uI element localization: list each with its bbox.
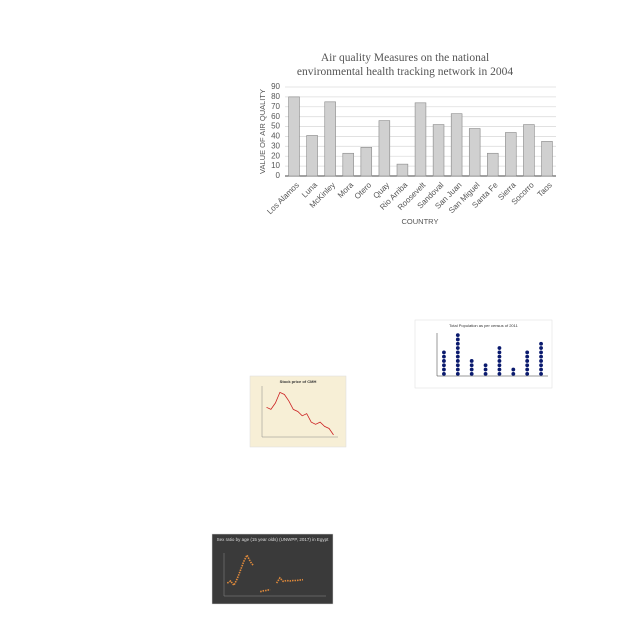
dot [525,371,530,376]
dot [497,363,502,368]
dot [539,346,543,350]
chart: Stock price of CMH [249,375,347,448]
y-tick-label: 30 [271,141,280,150]
dot [469,359,474,363]
dot [525,350,530,355]
dot [539,367,543,372]
dot [455,333,460,338]
chart: Sex ratio by age (15 year olds) (UNWPP, … [211,533,334,605]
dot [442,350,446,355]
bar [523,124,535,177]
bar [306,135,318,177]
chart-background [211,533,334,605]
chart-title: Sex ratio by age (15 year olds) (UNWPP, … [217,537,329,542]
dot-column [455,333,460,376]
chart-title: Total Population as per census of 2011 [449,323,518,328]
dot [539,341,543,346]
dot-column [469,359,474,376]
dot [442,367,446,372]
dot-column [525,350,530,376]
dot-column [539,341,543,376]
bar [505,132,517,177]
dot [511,371,516,376]
dot [497,371,502,376]
y-tick-label: 90 [271,82,280,91]
dot [539,359,543,363]
chart: Total Population as per census of 2011 [414,319,553,389]
y-tick-label: 60 [271,112,280,121]
dot [455,371,460,376]
dot-column [483,363,488,376]
y-tick-label: 40 [271,132,280,141]
line [266,391,334,436]
y-tick-label: 10 [271,161,280,170]
dot [442,359,446,363]
dot [539,371,543,376]
chart: Air quality Measures on the national envi… [258,52,556,226]
dot [455,337,460,342]
dot-column [497,346,502,376]
y-tick-label: 80 [271,92,280,101]
x-tick-label: Taos [536,181,554,199]
bar [468,128,481,177]
bar [288,96,300,177]
dot [455,363,460,368]
dot [483,367,488,372]
bar [342,152,354,177]
x-axis-label: COUNTRY [402,217,439,226]
dot-column [511,367,516,376]
dot [497,346,502,350]
dot [539,350,543,355]
bar [414,102,427,177]
dot [442,371,446,376]
dot [497,350,502,355]
dot [525,359,530,363]
dot [455,367,460,372]
bar [378,120,391,177]
bar [360,147,373,177]
bar [487,152,499,177]
bar [324,101,336,177]
chart-title: Air quality Measures on the national envi… [297,52,513,78]
dot [497,354,502,359]
y-tick-label: 0 [276,171,281,180]
bar [396,163,409,177]
dot [539,354,543,359]
bar [541,141,553,177]
dot [469,363,474,368]
dot [483,371,488,376]
y-axis-label: VALUE OF AIR QUALITY [258,89,267,174]
dot [525,367,530,372]
x-tick-label: Los Alamos [265,181,301,217]
dot [455,354,460,359]
x-tick-label: Otero [353,180,374,201]
dot [525,363,530,368]
dot [511,367,516,372]
dot [455,350,460,355]
dot [469,367,474,372]
dot [525,354,530,359]
dot-column [442,350,446,376]
chart-title: Stock price of CMH [280,379,317,384]
dot [442,354,446,359]
dot [455,346,460,350]
bar [432,124,445,177]
chart-background [414,319,553,389]
dot [483,363,488,368]
dot [442,363,446,368]
y-tick-label: 70 [271,102,280,111]
dot [497,359,502,363]
dot [455,359,460,363]
dot [469,371,474,376]
dot [455,341,460,346]
line [226,553,304,593]
dot [497,367,502,372]
dot [539,363,543,368]
y-tick-label: 20 [271,151,280,160]
bar [450,113,463,177]
y-tick-label: 50 [271,122,280,131]
x-tick-label: Mora [336,180,356,200]
